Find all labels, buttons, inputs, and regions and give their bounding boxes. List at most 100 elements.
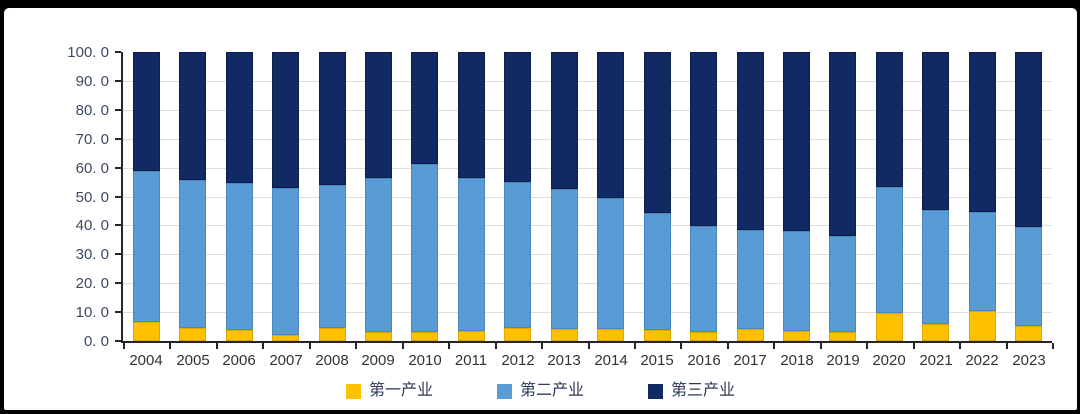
bar-segment-第二产业 [876,187,903,313]
bar-segment-第一产业 [922,324,949,341]
x-axis-category-label: 2015 [640,352,674,369]
legend-label: 第一产业 [368,382,433,399]
bar-segment-第一产业 [551,329,578,341]
x-axis-tick [913,343,915,349]
gridline [123,283,1052,284]
legend-swatch-icon [648,383,663,399]
x-axis-tick [1006,343,1008,349]
bar-segment-第三产业 [690,52,717,226]
bar-segment-第一产业 [272,335,299,341]
y-axis-tick-label: 20. 0 [75,275,109,292]
y-axis-tick-label: 80. 0 [75,102,109,119]
x-axis-tick [309,343,311,349]
bar-segment-第三产业 [551,52,578,189]
bar-segment-第二产业 [179,180,206,328]
y-axis-tick [115,224,121,226]
bar-segment-第三产业 [829,52,856,236]
bar-segment-第一产业 [829,332,856,341]
bar-segment-第一产业 [597,329,624,341]
bar-segment-第一产业 [226,330,253,341]
bar-segment-第三产业 [411,52,438,164]
y-axis-tick [115,167,121,169]
bar-segment-第一产业 [365,332,392,341]
x-axis-category-label: 2010 [408,352,442,369]
bar-segment-第三产业 [644,52,671,213]
x-axis-tick [448,343,450,349]
bar-segment-第三产业 [969,52,996,212]
bar-segment-第二产业 [133,171,160,322]
x-axis-tick [123,343,125,349]
bar-segment-第二产业 [226,183,253,330]
y-axis-tick [115,340,121,342]
bar-segment-第二产业 [458,178,485,331]
bar-segment-第三产业 [226,52,253,183]
bar-segment-第三产业 [876,52,903,187]
bar-segment-第一产业 [411,332,438,341]
bar-segment-第二产业 [504,182,531,328]
x-axis-tick [773,343,775,349]
x-axis-category-label: 2008 [315,352,349,369]
x-axis-category-label: 2023 [1012,352,1046,369]
x-axis-tick [588,343,590,349]
legend-item-第一产业: 第一产业 [345,382,433,399]
legend-item-第三产业: 第三产业 [648,383,735,399]
y-axis-tick-label: 70. 0 [75,131,109,148]
legend-label: 第二产业 [519,382,584,399]
y-axis-tick [115,253,121,255]
x-axis-category-label: 2007 [269,352,303,369]
bar-segment-第三产业 [179,52,206,180]
x-axis-category-label: 2018 [780,352,814,369]
bar-segment-第一产业 [1015,326,1042,341]
bar-segment-第二产业 [922,210,949,324]
y-axis-line [121,52,123,341]
y-axis-tick-label: 10. 0 [75,304,109,321]
x-axis-tick [216,343,218,349]
x-axis-category-label: 2016 [687,352,721,369]
x-axis-tick [541,343,543,349]
bar-segment-第三产业 [922,52,949,210]
bar-segment-第二产业 [597,198,624,329]
gridline [123,197,1052,198]
bar-segment-第一产业 [319,328,346,341]
x-axis-category-label: 2014 [594,352,628,369]
x-axis-tick [495,343,497,349]
bar-segment-第三产业 [365,52,392,178]
bar-segment-第三产业 [737,52,764,230]
y-axis-tick-label: 50. 0 [75,189,109,206]
bar-segment-第一产业 [969,311,996,341]
x-axis-category-label: 2019 [826,352,860,369]
bar-segment-第二产业 [783,231,810,331]
bar-segment-第三产业 [272,52,299,188]
legend: 第一产业 第二产业 第三产业 [4,378,1077,404]
x-axis-tick [634,343,636,349]
bar-segment-第一产业 [179,328,206,341]
x-axis-tick [169,343,171,349]
bar-segment-第二产业 [1015,227,1042,326]
y-axis-tick-label: 30. 0 [75,246,109,263]
bar-segment-第三产业 [133,52,160,171]
bar-segment-第二产业 [737,230,764,329]
gridline [123,225,1052,226]
legend-swatch-icon [496,383,512,399]
y-axis-tick [115,80,121,82]
bar-segment-第一产业 [644,330,671,341]
bar-segment-第三产业 [504,52,531,182]
x-axis-tick [402,343,404,349]
gridline [123,139,1052,140]
y-axis-tick-label: 60. 0 [75,160,109,177]
x-axis-tick [727,343,729,349]
bar-segment-第一产业 [133,322,160,341]
x-axis-tick [355,343,357,349]
x-axis-line [121,341,1052,343]
y-axis-tick-label: 40. 0 [75,217,109,234]
x-axis-tick [262,343,264,349]
x-axis-category-label: 2020 [872,352,906,369]
y-axis-tick-label: 100. 0 [67,44,109,61]
gridline [123,312,1052,313]
y-axis-tick [115,51,121,53]
x-axis-tick [1052,343,1054,349]
y-axis-tick [115,138,121,140]
bar-segment-第三产业 [458,52,485,178]
gridline [123,81,1052,82]
bar-segment-第二产业 [365,178,392,332]
